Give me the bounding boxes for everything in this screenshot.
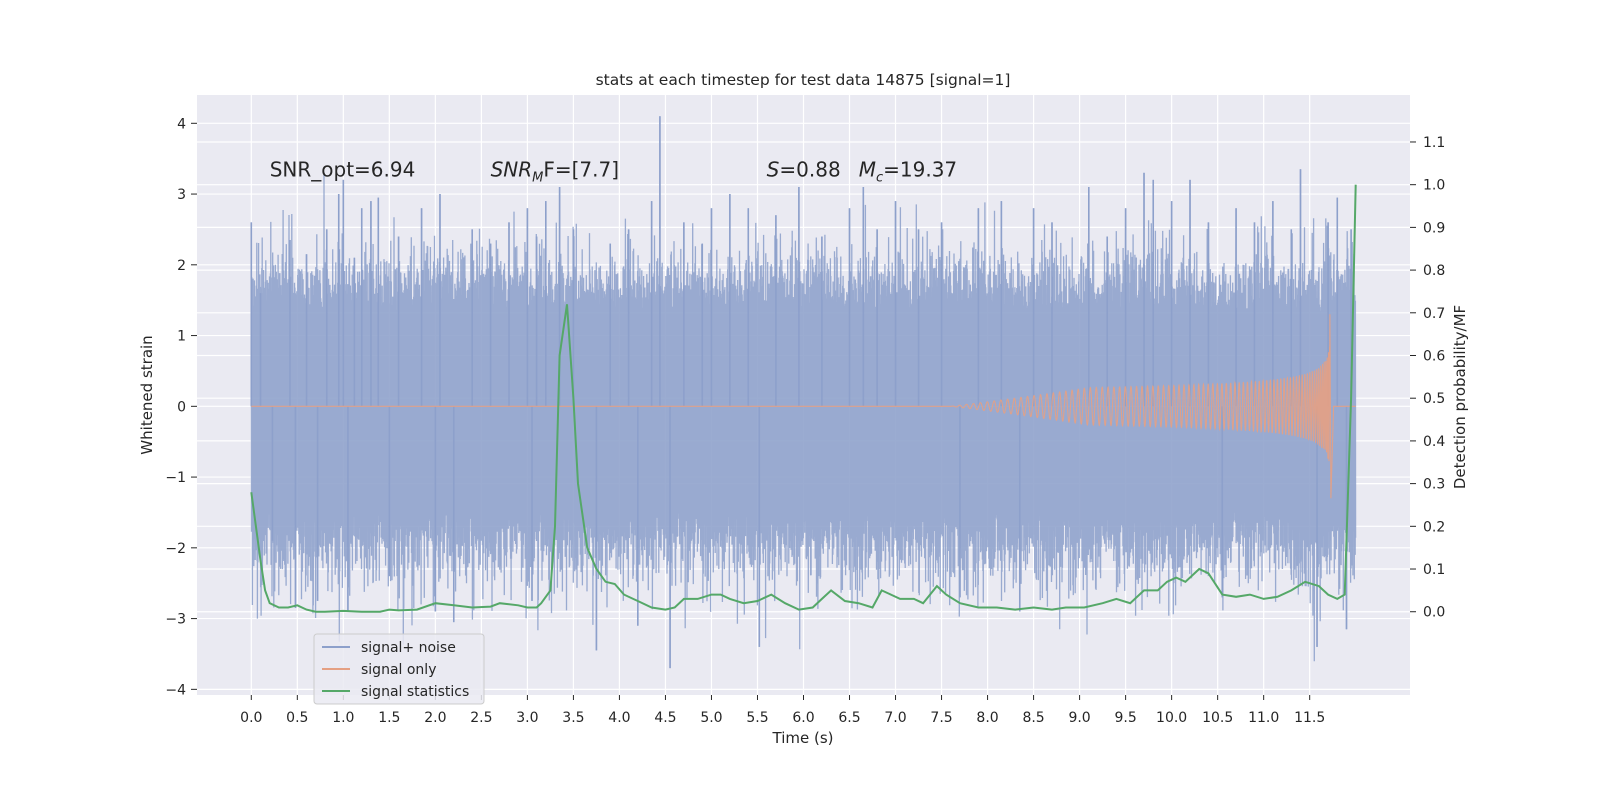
annotation-rest: =0.88 xyxy=(779,157,840,181)
x-tick-label: 10.5 xyxy=(1202,710,1233,726)
legend-label-signal-statistics: signal statistics xyxy=(361,684,469,700)
legend-box xyxy=(313,633,485,705)
x-tick-label: 10.0 xyxy=(1156,710,1187,726)
x-tick-label: 6.0 xyxy=(792,710,814,726)
x-tick-label: 0.5 xyxy=(286,710,308,726)
annotation-main: S xyxy=(767,157,780,181)
annotation-1: SNRMF=[7.7] xyxy=(491,157,619,185)
annotation-main: M xyxy=(859,157,876,181)
x-tick-label: 1.0 xyxy=(332,710,354,726)
x-tick-label: 0.0 xyxy=(240,710,262,726)
data-layer xyxy=(250,116,1357,669)
x-tick-label: 1.5 xyxy=(378,710,400,726)
y-tick-label-left: 3 xyxy=(177,187,186,203)
x-tick-label: 2.0 xyxy=(424,710,446,726)
y-axis-label: Whitened strain xyxy=(138,335,156,454)
y-tick-label-right: 1.0 xyxy=(1423,178,1445,194)
x-axis-label: Time (s) xyxy=(772,729,834,747)
legend-label-signal-noise: signal+ noise xyxy=(361,640,456,656)
y-tick-label-right: 0.2 xyxy=(1423,519,1445,535)
annotation-main: SNR xyxy=(491,157,533,181)
y-tick-label-right: 1.1 xyxy=(1423,135,1445,151)
x-tick-label: 4.0 xyxy=(608,710,630,726)
x-tick-label: 11.5 xyxy=(1294,710,1325,726)
annotation-rest: =19.37 xyxy=(883,157,957,181)
legend-label-signal-only: signal only xyxy=(361,662,436,678)
y-tick-label-right: 0.1 xyxy=(1423,562,1445,578)
x-tick-label: 8.0 xyxy=(976,710,998,726)
chart-title: stats at each timestep for test data 148… xyxy=(596,71,1011,89)
y-tick-label-right: 0.5 xyxy=(1423,391,1445,407)
annotation-subscript: M xyxy=(532,170,543,185)
y-tick-label-left: −2 xyxy=(165,541,186,557)
annotation-2: S=0.88 xyxy=(767,157,841,181)
annotation-main: SNR_opt=6.94 xyxy=(270,157,416,181)
y-tick-label-left: −4 xyxy=(165,682,186,698)
annotation-layer: SNR_opt=6.94 SNRMF=[7.7] S=0.88 Mc=19.37 xyxy=(270,157,957,185)
x-tick-label: 3.0 xyxy=(516,710,538,726)
x-tick-label: 9.0 xyxy=(1068,710,1090,726)
y-tick-label-left: 2 xyxy=(177,258,186,274)
y-tick-label-left: −1 xyxy=(165,470,186,486)
x-tick-label: 7.5 xyxy=(930,710,952,726)
y-tick-label-right: 0.7 xyxy=(1423,306,1445,322)
series-signal-only xyxy=(251,314,1356,499)
y-tick-label-right: 0.9 xyxy=(1423,220,1445,236)
y-tick-label-right: 0.8 xyxy=(1423,263,1445,279)
y-tick-label-right: 0.6 xyxy=(1423,348,1445,364)
x-tick-label: 2.5 xyxy=(470,710,492,726)
annotation-0: SNR_opt=6.94 xyxy=(270,157,416,181)
x-tick-label: 7.0 xyxy=(884,710,906,726)
annotation-3: Mc=19.37 xyxy=(859,157,957,185)
x-tick-label: 8.5 xyxy=(1022,710,1044,726)
y-tick-label-left: 1 xyxy=(177,329,186,345)
x-tick-label: 5.0 xyxy=(700,710,722,726)
x-tick-label: 3.5 xyxy=(562,710,584,726)
tick-layer: 0.0 0.5 1.0 1.5 2.0 2.5 3.0 3.5 4.0 4.5 5.0 5.5 6.0 6… xyxy=(165,116,1445,726)
annotation-subscript: c xyxy=(876,170,883,185)
y-tick-label-left: 4 xyxy=(177,116,186,132)
y-tick-label-left: 0 xyxy=(177,399,186,415)
legend: signal+ noise signal only signal statist… xyxy=(313,633,485,705)
y-tick-label-right: 0.0 xyxy=(1423,605,1445,621)
y-tick-label-left: −3 xyxy=(165,612,186,628)
x-tick-label: 11.0 xyxy=(1248,710,1279,726)
y-axis-right-label: Detection probability/MF xyxy=(1451,305,1469,489)
x-tick-label: 4.5 xyxy=(654,710,676,726)
x-tick-label: 9.5 xyxy=(1114,710,1136,726)
x-tick-label: 6.5 xyxy=(838,710,860,726)
x-tick-label: 5.5 xyxy=(746,710,768,726)
series-signal-statistics xyxy=(250,184,1357,613)
annotation-rest: F=[7.7] xyxy=(543,157,619,181)
y-tick-label-right: 0.4 xyxy=(1423,434,1445,450)
y-tick-label-right: 0.3 xyxy=(1423,477,1445,493)
